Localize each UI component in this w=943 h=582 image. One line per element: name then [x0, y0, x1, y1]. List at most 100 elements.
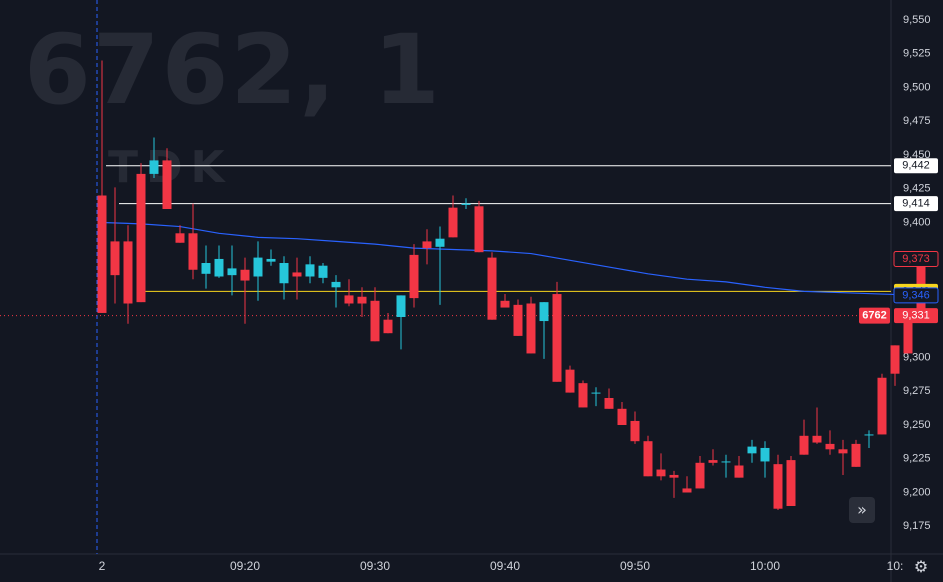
scroll-to-realtime-button[interactable]: »	[849, 497, 875, 523]
x-axis-tick-label: 09:20	[230, 559, 260, 573]
white-line-price-tag	[894, 196, 938, 212]
candle-body[interactable]	[162, 160, 172, 209]
x-axis-tick-label: 09:40	[490, 559, 520, 573]
candle-body[interactable]	[370, 300, 380, 342]
y-axis-tick-label: 9,275	[903, 385, 931, 397]
candle-body[interactable]	[877, 377, 887, 435]
x-axis-tick-label: 10:00	[750, 559, 780, 573]
candle-body[interactable]	[448, 207, 458, 238]
y-axis-tick-label: 9,175	[903, 520, 931, 532]
candle-body[interactable]	[903, 318, 913, 354]
last-price-tag-text: 9,331	[902, 310, 930, 322]
ma-price-tag-text: 9,346	[902, 289, 930, 301]
candle-body[interactable]	[838, 449, 848, 454]
y-axis-tick-label: 9,425	[903, 183, 931, 195]
y-axis-tick-label: 9,400	[903, 216, 931, 228]
last-price-tag	[894, 308, 938, 324]
candle-body[interactable]	[799, 435, 809, 455]
candle-body[interactable]	[747, 446, 757, 454]
x-axis-tick-label: 2	[99, 559, 106, 573]
candle-body[interactable]	[539, 302, 549, 322]
high-price-tag-text: 9,373	[902, 253, 930, 265]
y-axis-tick-label: 9,450	[903, 149, 931, 161]
candle-body[interactable]	[292, 272, 302, 277]
candle-body[interactable]	[578, 383, 588, 408]
y-axis-tick-label: 9,550	[903, 14, 931, 26]
candle-body[interactable]	[864, 434, 874, 436]
candle-body[interactable]	[513, 304, 523, 336]
white-line-price-tag-text: 9,442	[902, 160, 930, 172]
candle-body[interactable]	[422, 241, 432, 249]
candle-body[interactable]	[682, 488, 692, 493]
candle-body[interactable]	[266, 258, 276, 262]
candle-body[interactable]	[305, 264, 315, 277]
candle-body[interactable]	[253, 257, 263, 277]
candle-body[interactable]	[630, 420, 640, 442]
x-axis-tick-label: 09:30	[360, 559, 390, 573]
candle-body[interactable]	[357, 296, 367, 304]
y-axis-tick-label: 9,500	[903, 81, 931, 93]
candle-body[interactable]	[773, 464, 783, 509]
y-axis-tick-label: 9,250	[903, 419, 931, 431]
watermark-symbol: 6762, 1	[24, 14, 442, 126]
candle-body[interactable]	[409, 254, 419, 299]
y-axis-tick-label: 9,475	[903, 115, 931, 127]
candle-body[interactable]	[487, 257, 497, 320]
candle-body[interactable]	[214, 258, 224, 277]
white-line-price-tag	[894, 158, 938, 174]
candle-body[interactable]	[760, 447, 770, 462]
candle-body[interactable]	[721, 461, 731, 463]
symbol-price-tag-text: 6762	[862, 310, 886, 322]
candle-body[interactable]	[526, 303, 536, 354]
candle-body[interactable]	[188, 233, 198, 270]
candle-body[interactable]	[396, 295, 406, 317]
x-axis-tick-label: 09:50	[620, 559, 650, 573]
candle-body[interactable]	[695, 462, 705, 489]
candle-body[interactable]	[331, 281, 341, 288]
y-axis-tick-label: 9,300	[903, 351, 931, 363]
candle-body[interactable]	[812, 435, 822, 443]
candle-body[interactable]	[149, 160, 159, 174]
candle-body[interactable]	[552, 294, 562, 382]
high-price-tag	[893, 250, 939, 267]
candle-body[interactable]	[435, 238, 445, 247]
ma-price-tag	[893, 287, 939, 304]
candle-body[interactable]	[344, 295, 354, 304]
candle-body[interactable]	[175, 233, 185, 243]
white-line-price-tag-text: 9,414	[902, 198, 930, 210]
candle-body[interactable]	[201, 263, 211, 274]
candle-body[interactable]	[123, 241, 133, 304]
candle-body[interactable]	[318, 265, 328, 278]
candle-body[interactable]	[734, 465, 744, 478]
y-axis-tick-label: 9,225	[903, 453, 931, 465]
candle-body[interactable]	[669, 474, 679, 478]
y-axis-tick-label: 9,525	[903, 48, 931, 60]
moving-average-line	[101, 221, 922, 296]
candle-body[interactable]	[591, 392, 601, 394]
candle-body[interactable]	[500, 300, 510, 308]
candle-body[interactable]	[851, 443, 861, 467]
x-axis-tick-label: 10:	[887, 559, 904, 573]
candle-body[interactable]	[890, 345, 900, 374]
candle-body[interactable]	[604, 398, 614, 409]
candle-body[interactable]	[240, 269, 250, 281]
candle-body[interactable]	[708, 460, 718, 463]
y-axis-tick-label: 9,200	[903, 486, 931, 498]
candle-body[interactable]	[825, 443, 835, 450]
candle-body[interactable]	[136, 173, 146, 303]
candle-body[interactable]	[97, 195, 107, 313]
candle-body[interactable]	[227, 268, 237, 276]
candle-body[interactable]	[383, 319, 393, 334]
candle-body[interactable]	[786, 460, 796, 506]
candle-body[interactable]	[474, 206, 484, 253]
candle-body[interactable]	[279, 263, 289, 284]
candle-body[interactable]	[617, 408, 627, 425]
candle-body[interactable]	[110, 241, 120, 276]
candle-body[interactable]	[565, 369, 575, 393]
candle-body[interactable]	[461, 203, 471, 205]
settings-gear-icon[interactable]: ⚙	[913, 557, 929, 576]
candle-body[interactable]	[656, 469, 666, 477]
candle-body[interactable]	[643, 441, 653, 477]
